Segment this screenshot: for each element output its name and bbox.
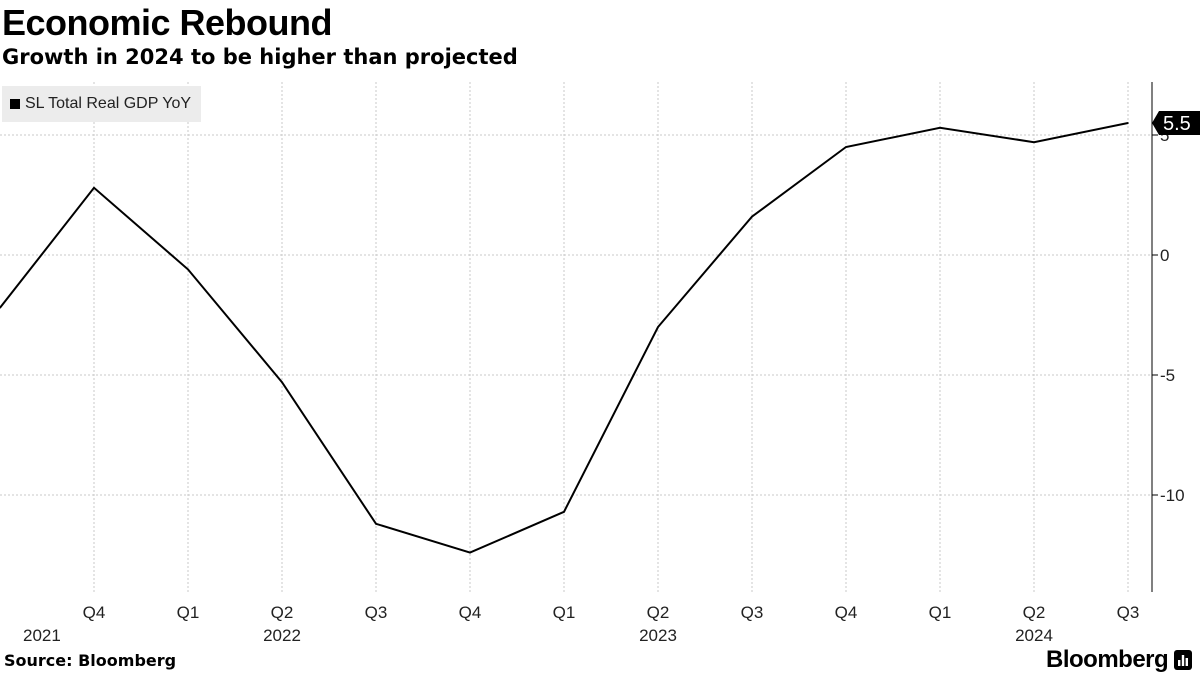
x-tick-label: Q2 — [1023, 603, 1046, 622]
last-value-background — [1152, 111, 1200, 135]
legend-swatch-icon — [10, 99, 20, 109]
source-note: Source: Bloomberg — [4, 651, 177, 670]
x-tick-label: Q2 — [271, 603, 294, 622]
data-point — [375, 523, 377, 525]
x-year-label: 2021 — [23, 626, 61, 645]
data-point — [187, 268, 189, 271]
x-tick-label: Q3 — [1117, 603, 1140, 622]
data-point — [845, 146, 847, 148]
y-tick-label: -5 — [1160, 366, 1175, 385]
data-point — [1127, 122, 1129, 124]
last-value-tag: 5.5 — [1152, 111, 1200, 135]
chart-subtitle: Growth in 2024 to be higher than project… — [2, 45, 518, 69]
x-tick-label: Q2 — [647, 603, 670, 622]
x-tick-label: Q4 — [835, 603, 858, 622]
y-tick-label: 5 — [1160, 126, 1169, 145]
data-point — [93, 187, 95, 189]
x-tick-label: Q3 — [365, 603, 388, 622]
y-tick-label: -10 — [1160, 486, 1185, 505]
data-point — [1033, 141, 1035, 143]
chart-title: Economic Rebound — [2, 2, 333, 43]
x-year-label: 2024 — [1015, 626, 1053, 645]
data-point — [657, 326, 659, 328]
data-point — [563, 511, 565, 513]
x-tick-label: Q1 — [929, 603, 952, 622]
brand-logo: Bloomberg — [1046, 646, 1193, 674]
brand-name: Bloomberg — [1046, 646, 1169, 673]
bloomberg-chart-icon — [1174, 650, 1193, 670]
x-tick-label: Q1 — [177, 603, 200, 622]
x-tick-label: Q4 — [83, 603, 106, 622]
data-point — [939, 127, 941, 129]
gridlines — [0, 82, 1152, 592]
legend: SL Total Real GDP YoY — [2, 86, 202, 122]
series-layer — [0, 122, 1129, 554]
x-axis-labels: Q4 Q1 Q2 2022 Q3 Q4 Q1 Q2 2023 Q3 Q4 Q1 Q2 2024 Q3 2021 — [23, 603, 1139, 645]
x-tick-label: Q3 — [741, 603, 764, 622]
x-year-label: 2022 — [263, 626, 301, 645]
y-axis: 5 0 -5 -10 5.5 — [1151, 82, 1200, 592]
x-tick-label: Q1 — [553, 603, 576, 622]
last-value-label: 5.5 — [1163, 113, 1191, 135]
x-year-label: 2023 — [639, 626, 677, 645]
y-tick-label: 0 — [1160, 246, 1169, 265]
data-point — [281, 381, 283, 384]
legend-label: SL Total Real GDP YoY — [25, 95, 192, 112]
data-point — [0, 307, 1, 309]
x-tick-label: Q4 — [459, 603, 482, 622]
data-point — [469, 551, 471, 554]
data-point — [751, 215, 753, 218]
